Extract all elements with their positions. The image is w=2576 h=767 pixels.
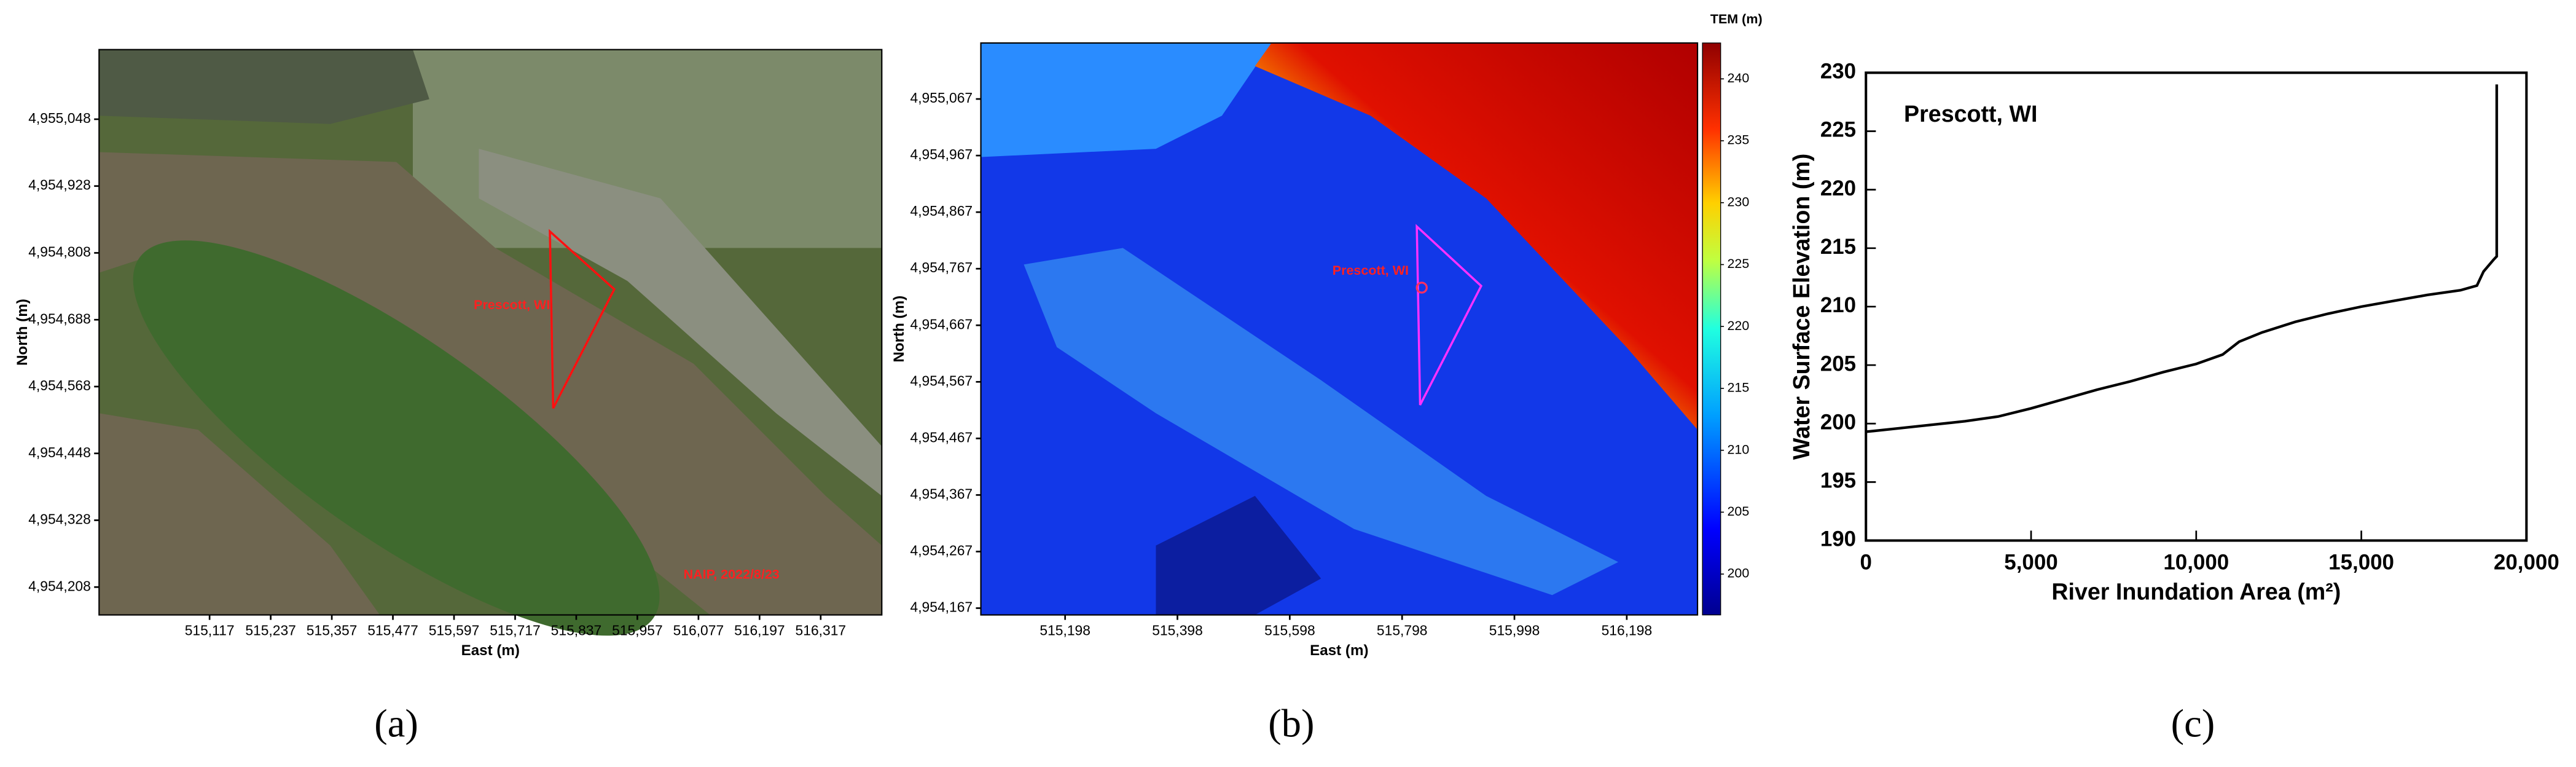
x-tick-label: 515,798 [1377, 622, 1428, 638]
x-axis-label: East (m) [461, 642, 520, 659]
x-tick-label: 516,198 [1602, 622, 1653, 638]
x-tick-label: 515,597 [429, 622, 480, 638]
terrain-image [981, 42, 1698, 615]
plot-frame [1865, 71, 2528, 542]
panel-label: (c) [2171, 701, 2215, 745]
x-tick-label: 0 [1860, 550, 1872, 574]
y-tick-label: 4,954,928 [28, 177, 91, 193]
x-tick-label: 515,398 [1152, 622, 1203, 638]
colorbar-tick-label: 230 [1727, 194, 1749, 209]
x-tick-label: 515,237 [245, 622, 296, 638]
aerial-image [99, 49, 882, 636]
y-tick-label: 4,954,167 [910, 599, 973, 615]
colorbar-tick-label: 210 [1727, 442, 1749, 457]
y-tick-label: 205 [1820, 352, 1856, 376]
colorbar [1702, 42, 1721, 616]
x-tick-label: 516,317 [796, 622, 847, 638]
x-axis-label: River Inundation Area (m²) [2051, 579, 2341, 605]
y-tick-label: 4,954,967 [910, 146, 973, 162]
x-tick-label: 515,198 [1039, 622, 1090, 638]
site-marker [1415, 281, 1428, 294]
y-tick-label: 230 [1820, 60, 1856, 84]
y-tick-label: 4,954,267 [910, 542, 973, 558]
x-tick-label: 515,998 [1489, 622, 1540, 638]
y-tick-label: 4,954,567 [910, 372, 973, 388]
plot-frame [980, 42, 1699, 616]
y-tick-label: 220 [1820, 176, 1856, 200]
y-tick-label: 4,955,048 [28, 110, 91, 126]
x-axis-label: East (m) [1310, 642, 1368, 659]
chart-title: Prescott, WI [1904, 101, 2037, 127]
panel-label: (b) [1268, 701, 1314, 745]
x-tick-label: 20,000 [2494, 550, 2559, 574]
y-tick-label: 200 [1820, 410, 1856, 434]
panel-label: (a) [374, 701, 418, 745]
annotation: Prescott, WI [1333, 263, 1409, 278]
colorbar-tick-label: 215 [1727, 380, 1749, 395]
y-tick-label: 4,954,328 [28, 511, 91, 527]
site-outline [1415, 224, 1483, 406]
y-tick-label: 4,954,688 [28, 310, 91, 326]
data-line [1866, 84, 2499, 433]
y-tick-label: 4,954,808 [28, 244, 91, 260]
x-tick-label: 515,117 [185, 622, 235, 638]
x-tick-label: 5,000 [2004, 550, 2057, 574]
x-tick-label: 516,197 [734, 622, 785, 638]
y-tick-label: 4,954,667 [910, 316, 973, 332]
y-tick-label: 215 [1820, 235, 1856, 259]
colorbar-tick-label: 205 [1727, 504, 1749, 519]
y-tick-label: 4,954,867 [910, 203, 973, 219]
y-tick-label: 210 [1820, 293, 1856, 317]
annotation: NAIP, 2022/8/23 [684, 567, 780, 582]
annotation: Prescott, WI [474, 297, 550, 312]
colorbar-tick-label: 235 [1727, 133, 1749, 148]
x-tick-label: 515,357 [307, 622, 358, 638]
y-tick-label: 4,955,067 [910, 90, 973, 106]
y-tick-label: 4,954,467 [910, 429, 973, 445]
x-tick-label: 15,000 [2328, 550, 2394, 574]
x-tick-label: 515,717 [490, 622, 541, 638]
y-tick-label: 190 [1820, 527, 1856, 551]
y-axis-label: North (m) [14, 299, 31, 366]
x-tick-label: 515,837 [551, 622, 602, 638]
x-tick-label: 515,477 [367, 622, 418, 638]
y-tick-label: 225 [1820, 118, 1856, 142]
y-tick-label: 4,954,208 [28, 578, 91, 594]
colorbar-tick-label: 225 [1727, 256, 1749, 271]
y-tick-label: 4,954,767 [910, 259, 973, 275]
site-outline [549, 229, 616, 409]
y-tick-label: 4,954,448 [28, 444, 91, 460]
y-tick-label: 195 [1820, 469, 1856, 493]
plot-frame [98, 49, 883, 616]
colorbar-title: TEM (m) [1710, 12, 1763, 26]
y-axis-label: Water Surface Elevation (m) [1788, 154, 1814, 460]
x-tick-label: 515,957 [612, 622, 663, 638]
x-tick-label: 516,077 [673, 622, 724, 638]
y-tick-label: 4,954,367 [910, 486, 973, 502]
x-tick-label: 10,000 [2163, 550, 2229, 574]
y-axis-label: North (m) [891, 296, 907, 363]
y-tick-label: 4,954,568 [28, 377, 91, 393]
x-tick-label: 515,598 [1264, 622, 1315, 638]
colorbar-tick-label: 200 [1727, 566, 1749, 581]
colorbar-tick-label: 220 [1727, 318, 1749, 333]
colorbar-tick-label: 240 [1727, 71, 1749, 85]
